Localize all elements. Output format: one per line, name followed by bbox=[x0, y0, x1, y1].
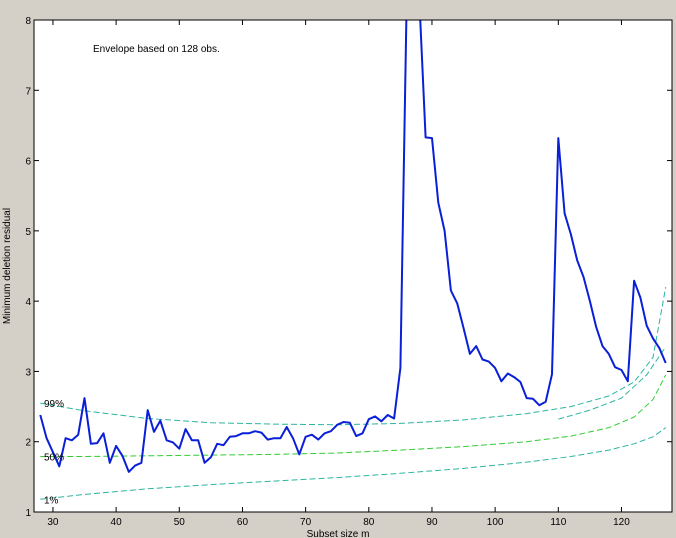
y-tick-label: 7 bbox=[25, 86, 31, 97]
series-line-0 bbox=[39, 20, 667, 473]
envelope-line-0 bbox=[40, 287, 667, 426]
x-axis-label: Subset size m bbox=[307, 529, 370, 538]
x-axis: 30 40 50 60 70 80 90 100 110 120 bbox=[47, 20, 630, 528]
envelope-label: 99% bbox=[44, 399, 64, 410]
y-tick-label: 2 bbox=[25, 438, 31, 449]
x-tick-label: 110 bbox=[550, 517, 566, 528]
envelope-label: 1% bbox=[44, 495, 59, 506]
envelope-line-3 bbox=[40, 427, 666, 500]
envelope-label: 50% bbox=[44, 452, 64, 463]
x-tick-label: 50 bbox=[174, 517, 186, 528]
plot-background bbox=[34, 20, 672, 512]
y-axis: 1 2 3 4 5 6 7 8 bbox=[25, 16, 672, 519]
envelope-line-2 bbox=[40, 374, 667, 457]
y-tick-label: 8 bbox=[25, 16, 31, 27]
plot-frame bbox=[33, 19, 673, 513]
y-axis-label: Minimum deletion residual bbox=[2, 208, 13, 324]
y-tick-label: 4 bbox=[25, 297, 31, 308]
envelope-layer bbox=[40, 287, 667, 500]
y-tick-label: 1 bbox=[25, 508, 31, 519]
y-tick-label: 6 bbox=[25, 157, 31, 168]
y-tick-label: 3 bbox=[25, 367, 31, 378]
x-tick-label: 90 bbox=[426, 517, 438, 528]
x-tick-label: 80 bbox=[363, 517, 375, 528]
x-tick-label: 40 bbox=[111, 517, 123, 528]
x-tick-label: 70 bbox=[300, 517, 312, 528]
envelope-labels: 99% 50% 1% bbox=[44, 399, 64, 506]
x-tick-label: 100 bbox=[487, 517, 504, 528]
envelope-line-1 bbox=[558, 346, 667, 420]
y-tick-label: 5 bbox=[25, 227, 31, 238]
x-tick-label: 60 bbox=[237, 517, 249, 528]
envelope-annotation: Envelope based on 128 obs. bbox=[93, 44, 220, 55]
series-layer bbox=[39, 20, 667, 473]
x-tick-label: 30 bbox=[47, 517, 59, 528]
x-tick-label: 120 bbox=[613, 517, 630, 528]
